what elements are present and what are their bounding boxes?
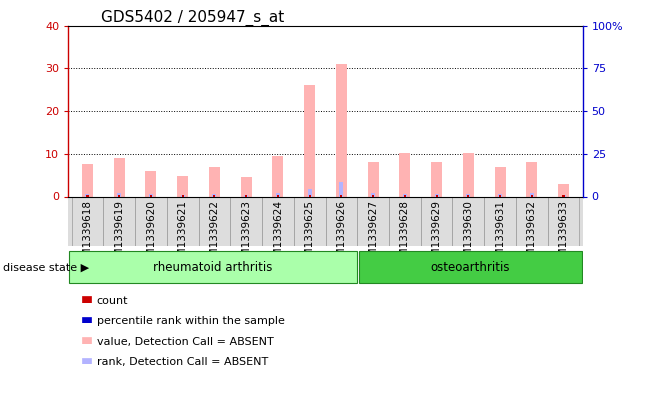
Bar <box>547 196 579 246</box>
Bar <box>294 196 326 246</box>
Bar <box>435 194 439 196</box>
Bar <box>389 196 421 246</box>
Text: GSM1339626: GSM1339626 <box>337 200 346 270</box>
Bar <box>336 64 347 196</box>
Bar <box>82 164 93 196</box>
Bar <box>357 196 389 246</box>
Bar <box>214 195 215 196</box>
Bar <box>212 194 216 196</box>
Bar <box>199 196 230 246</box>
Bar <box>117 193 121 196</box>
Text: GSM1339619: GSM1339619 <box>114 200 124 270</box>
Bar <box>326 196 357 246</box>
Bar <box>150 195 152 196</box>
Bar <box>276 193 280 196</box>
Bar <box>495 167 506 196</box>
Bar <box>272 156 283 196</box>
Bar <box>104 196 135 246</box>
Bar <box>244 195 248 196</box>
Bar <box>135 196 167 246</box>
Text: GSM1339623: GSM1339623 <box>241 200 251 270</box>
Bar <box>145 171 156 196</box>
Bar <box>304 85 315 196</box>
Bar <box>245 195 247 196</box>
Bar <box>467 195 469 196</box>
Bar <box>339 182 343 196</box>
Bar <box>149 195 153 196</box>
Text: GSM1339628: GSM1339628 <box>400 200 410 270</box>
Bar <box>421 196 452 246</box>
Bar <box>562 195 566 196</box>
Bar <box>113 158 125 196</box>
Bar <box>516 196 547 246</box>
Text: count: count <box>97 296 128 306</box>
Bar <box>530 193 534 196</box>
Bar <box>181 195 184 196</box>
Bar <box>167 196 199 246</box>
FancyBboxPatch shape <box>70 252 357 283</box>
Bar <box>403 194 407 196</box>
Bar <box>85 194 89 196</box>
Text: GSM1339622: GSM1339622 <box>210 200 219 270</box>
Bar <box>404 195 406 196</box>
Bar <box>436 195 437 196</box>
Bar <box>431 162 442 196</box>
Text: GSM1339624: GSM1339624 <box>273 200 283 270</box>
Bar <box>209 167 220 196</box>
Text: value, Detection Call = ABSENT: value, Detection Call = ABSENT <box>97 336 273 347</box>
Bar <box>309 195 311 196</box>
Bar <box>368 162 379 196</box>
Bar <box>118 195 120 196</box>
Bar <box>182 195 184 196</box>
Text: disease state ▶: disease state ▶ <box>3 262 89 272</box>
Bar <box>531 195 533 196</box>
Bar <box>87 195 89 196</box>
Text: GSM1339629: GSM1339629 <box>432 200 441 270</box>
Bar <box>72 196 104 246</box>
Bar <box>467 194 470 196</box>
Bar <box>499 195 501 196</box>
Text: rank, Detection Call = ABSENT: rank, Detection Call = ABSENT <box>97 357 268 367</box>
Text: GSM1339618: GSM1339618 <box>83 200 92 270</box>
Bar <box>498 195 502 196</box>
Bar <box>463 153 474 196</box>
Text: osteoarthritis: osteoarthritis <box>430 261 510 274</box>
Bar <box>340 195 342 196</box>
Text: GSM1339632: GSM1339632 <box>527 200 537 270</box>
Bar <box>372 195 374 196</box>
Bar <box>526 162 538 196</box>
Bar <box>177 176 188 196</box>
Text: GSM1339630: GSM1339630 <box>464 200 473 270</box>
Bar <box>277 195 279 196</box>
Text: GSM1339631: GSM1339631 <box>495 200 505 270</box>
Bar <box>562 195 564 196</box>
Bar <box>484 196 516 246</box>
Bar <box>371 193 375 196</box>
Text: GSM1339633: GSM1339633 <box>559 200 568 270</box>
Bar <box>308 189 312 196</box>
Text: GSM1339627: GSM1339627 <box>368 200 378 270</box>
Text: GSM1339625: GSM1339625 <box>305 200 314 270</box>
Text: percentile rank within the sample: percentile rank within the sample <box>97 316 284 326</box>
Bar <box>230 196 262 246</box>
Text: rheumatoid arthritis: rheumatoid arthritis <box>154 261 273 274</box>
Text: GSM1339620: GSM1339620 <box>146 200 156 270</box>
Bar <box>68 196 583 246</box>
Text: GDS5402 / 205947_s_at: GDS5402 / 205947_s_at <box>101 10 284 26</box>
Text: GSM1339621: GSM1339621 <box>178 200 187 270</box>
Bar <box>452 196 484 246</box>
Bar <box>241 177 252 196</box>
Bar <box>558 184 569 196</box>
Bar <box>262 196 294 246</box>
Bar <box>399 153 410 196</box>
FancyBboxPatch shape <box>359 252 581 283</box>
